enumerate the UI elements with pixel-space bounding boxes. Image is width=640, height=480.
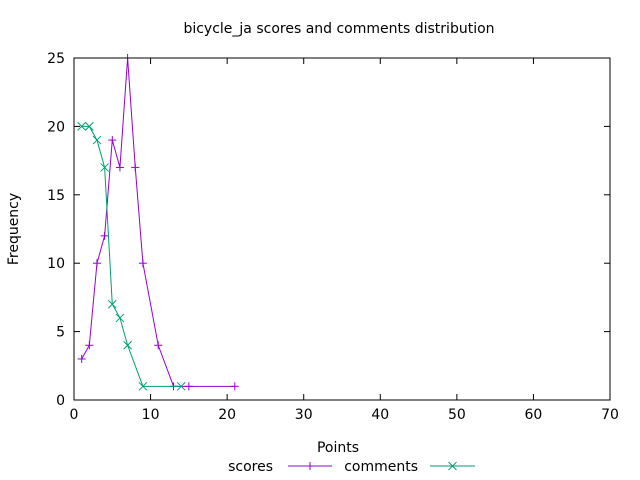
point-scores-0 — [77, 354, 86, 363]
point-scores-1 — [85, 341, 94, 350]
point-scores-7 — [131, 163, 140, 172]
x-tick-label-1: 10 — [142, 407, 160, 423]
y-tick-label-5: 25 — [47, 51, 65, 67]
x-tick-label-5: 50 — [448, 407, 466, 423]
x-axis-label: Points — [317, 440, 359, 456]
point-comments-2 — [92, 135, 102, 145]
legend-marker-scores — [306, 462, 314, 470]
y-tick-label-2: 10 — [47, 256, 65, 272]
point-comments-8 — [176, 381, 186, 391]
point-comments-1 — [84, 122, 94, 131]
legend-marker-comments — [448, 461, 457, 471]
axis-ticks: 0 10 20 30 40 50 60 70 0 5 10 15 20 25 — [47, 51, 619, 423]
x-tick-label-4: 40 — [371, 407, 389, 423]
point-comments-4 — [107, 299, 117, 309]
x-tick-label-7: 70 — [601, 407, 619, 423]
y-tick-label-0: 0 — [56, 393, 65, 409]
y-tick-label-1: 5 — [56, 325, 65, 341]
series-layer — [77, 54, 239, 391]
point-scores-11 — [184, 382, 193, 391]
point-comments-5 — [115, 313, 125, 323]
series-line-scores — [81, 57, 235, 387]
x-tick-label-3: 30 — [295, 407, 313, 423]
chart-title: bicycle_ja scores and comments distribut… — [183, 21, 494, 37]
legend: scores comments — [228, 459, 475, 475]
point-scores-12 — [230, 382, 239, 391]
point-scores-8 — [138, 259, 147, 268]
legend-label-comments: comments — [344, 459, 418, 475]
y-tick-label-4: 20 — [47, 119, 65, 135]
y-axis-label: Frequency — [6, 193, 22, 265]
x-tick-label-2: 20 — [218, 407, 236, 423]
series-line-comments — [81, 125, 182, 387]
point-scores-9 — [154, 341, 163, 350]
point-scores-5 — [115, 163, 124, 172]
point-comments-0 — [77, 122, 87, 131]
legend-label-scores: scores — [228, 459, 273, 475]
point-scores-4 — [108, 136, 117, 145]
point-scores-3 — [100, 231, 109, 240]
x-tick-label-0: 0 — [70, 407, 79, 423]
point-comments-6 — [123, 340, 132, 350]
y-tick-label-3: 15 — [47, 188, 65, 204]
point-scores-2 — [92, 259, 101, 268]
point-comments-7 — [138, 381, 148, 391]
point-comments-3 — [100, 163, 109, 172]
x-tick-label-6: 60 — [525, 407, 543, 423]
plot-frame — [73, 57, 611, 401]
